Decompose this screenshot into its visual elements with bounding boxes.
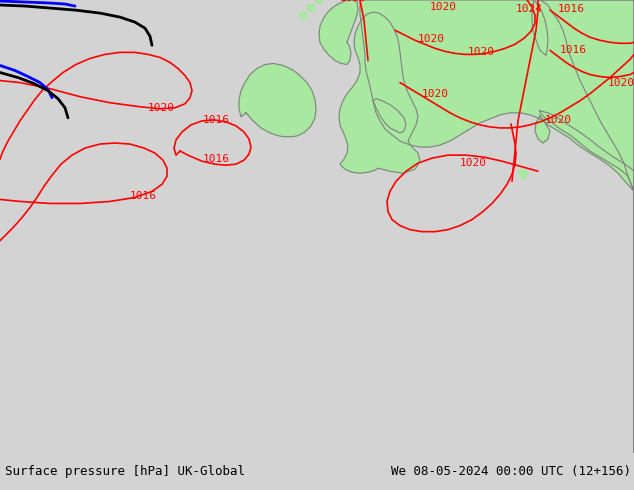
Text: 1020: 1020 [608,77,634,88]
Polygon shape [299,12,307,19]
Polygon shape [339,12,420,173]
Polygon shape [307,4,315,12]
Text: 1016: 1016 [203,154,230,164]
Polygon shape [360,0,634,453]
Text: Surface pressure [hPa] UK-Global: Surface pressure [hPa] UK-Global [5,465,245,478]
Text: 1020: 1020 [340,0,367,3]
Text: 1020: 1020 [545,115,572,125]
Polygon shape [554,22,563,32]
Text: 1020: 1020 [422,89,449,98]
Polygon shape [315,0,323,4]
Polygon shape [378,2,384,6]
Polygon shape [319,0,358,65]
Polygon shape [373,98,406,133]
Polygon shape [388,139,394,144]
Text: We 08-05-2024 00:00 UTC (12+156): We 08-05-2024 00:00 UTC (12+156) [391,465,631,478]
Text: 1020: 1020 [418,34,445,44]
Polygon shape [367,0,375,3]
Polygon shape [368,0,374,3]
Polygon shape [519,169,528,178]
Text: 1016: 1016 [130,192,157,201]
Text: 1020: 1020 [460,158,487,168]
Polygon shape [358,0,365,3]
Text: 1020: 1020 [430,2,457,12]
Text: 1020: 1020 [468,48,495,57]
Text: 1016: 1016 [203,115,230,125]
Polygon shape [540,111,634,192]
Text: 1016: 1016 [560,46,587,55]
Text: 1016: 1016 [558,4,585,14]
Polygon shape [535,116,550,143]
Polygon shape [540,0,634,192]
Polygon shape [532,0,548,55]
Polygon shape [239,64,316,137]
Text: 1020: 1020 [148,103,175,113]
Text: 1024: 1024 [516,4,543,14]
